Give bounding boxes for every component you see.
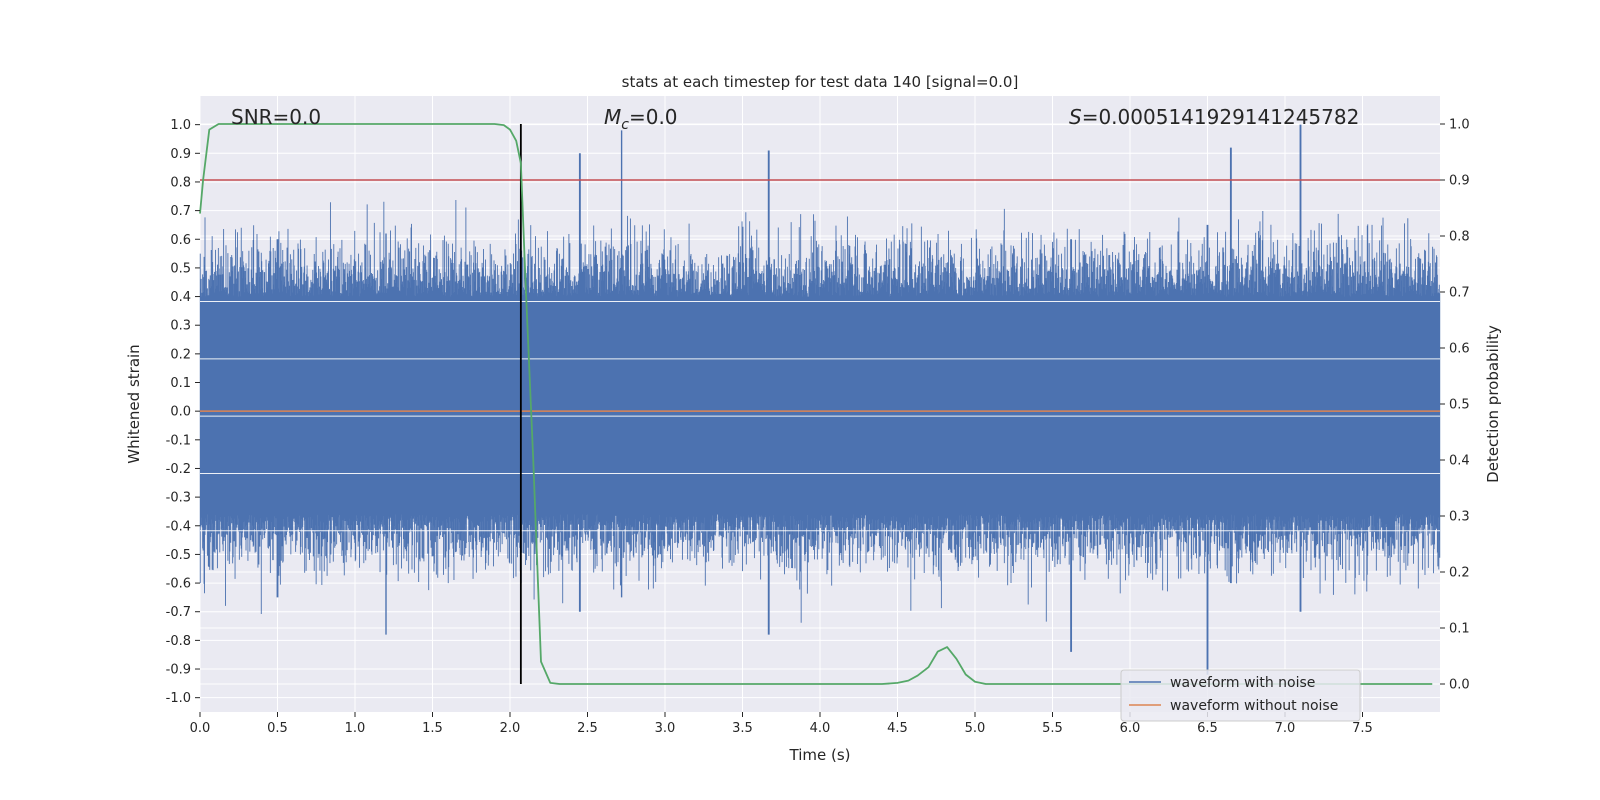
snr-annotation: SNR=0.0 (231, 105, 321, 129)
legend-label-noise: waveform with noise (1170, 675, 1315, 691)
x-tick-label: 4.5 (887, 721, 908, 736)
x-tick-label: 2.5 (577, 721, 598, 736)
y-tick-label: 0.2 (170, 347, 191, 362)
y-tick-label: -0.7 (166, 605, 191, 620)
x-tick-label: 4.0 (810, 721, 831, 736)
right-y-tick-label: 0.4 (1449, 454, 1470, 469)
y-tick-label: -0.8 (166, 634, 191, 649)
x-tick-label: 0.5 (267, 721, 288, 736)
legend-box (1120, 669, 1361, 722)
right-y-tick-label: 0.3 (1449, 510, 1470, 525)
y-tick-label: -0.4 (166, 519, 191, 534)
right-y-tick-label: 0.0 (1449, 678, 1470, 693)
x-tick-label: 3.0 (655, 721, 676, 736)
waveform-noise-core (200, 348, 1440, 460)
x-tick-label: 1.0 (345, 721, 366, 736)
right-y-tick-label: 0.5 (1449, 398, 1470, 413)
y-tick-label: 0.5 (170, 261, 191, 276)
x-tick-label: 0.0 (190, 721, 211, 736)
chirp-mass-subscript: c (621, 117, 629, 133)
y-tick-label: 1.0 (170, 118, 191, 133)
statistic-annotation: S=0.0005141929141245782 (1069, 105, 1359, 129)
legend-label-clean: waveform without noise (1170, 698, 1338, 714)
y-tick-label: 0.4 (170, 290, 191, 305)
y-tick-label: 0.1 (170, 376, 191, 391)
right-y-tick-label: 0.8 (1449, 230, 1470, 245)
y-tick-label: -0.5 (166, 548, 191, 563)
chirp-mass-annotation: Mc=0.0 (604, 105, 678, 133)
chirp-mass-value: =0.0 (629, 105, 678, 129)
y-tick-label: -0.9 (166, 663, 191, 678)
right-y-tick-label: 1.0 (1449, 118, 1470, 133)
right-y-tick-label: 0.2 (1449, 566, 1470, 581)
y-tick-label: 0.8 (170, 175, 191, 190)
y-tick-label: -0.6 (166, 577, 191, 592)
statistic-value: =0.0005141929141245782 (1082, 105, 1360, 129)
x-tick-label: 2.0 (500, 721, 521, 736)
y-tick-label: 0.7 (170, 204, 191, 219)
y-tick-label: -1.0 (166, 691, 191, 706)
x-tick-label: 3.5 (732, 721, 753, 736)
x-tick-label: 6.0 (1120, 721, 1141, 736)
axes: 0.0 0.5 1.0 1.5 2.0 2.5 3.0 3.5 4.0 4.5 5.0 5.5 6.0 6… (166, 118, 1470, 737)
series-detection-probability (199, 123, 1433, 685)
x-tick-label: 7.5 (1352, 721, 1373, 736)
y-tick-label: 0.3 (170, 319, 191, 334)
y-tick-label: -0.1 (166, 433, 191, 448)
x-axis-label: Time (s) (789, 746, 851, 764)
x-tick-label: 1.5 (422, 721, 443, 736)
x-tick-label: 6.5 (1197, 721, 1218, 736)
y-tick-label: 0.9 (170, 147, 191, 162)
right-y-tick-label: 0.6 (1449, 342, 1470, 357)
y-axis-label: Whitened strain (125, 344, 143, 463)
y-tick-label: -0.2 (166, 462, 191, 477)
statistic-symbol: S (1069, 105, 1082, 129)
right-y-axis-label: Detection probability (1484, 325, 1502, 483)
y-tick-label: 0.6 (170, 233, 191, 248)
chart-title: stats at each timestep for test data 140… (622, 73, 1019, 91)
right-y-tick-label: 0.1 (1449, 622, 1470, 637)
x-tick-label: 5.0 (965, 721, 986, 736)
x-tick-label: 5.5 (1042, 721, 1063, 736)
right-y-tick-label: 0.9 (1449, 174, 1470, 189)
y-tick-label: 0.0 (170, 405, 191, 420)
x-tick-label: 7.0 (1275, 721, 1296, 736)
y-tick-label: -0.3 (166, 491, 191, 506)
legend: waveform with noise waveform without noi… (1120, 669, 1361, 722)
right-y-tick-label: 0.7 (1449, 286, 1470, 301)
chirp-mass-symbol: M (604, 105, 621, 129)
data-layer (199, 123, 1441, 685)
